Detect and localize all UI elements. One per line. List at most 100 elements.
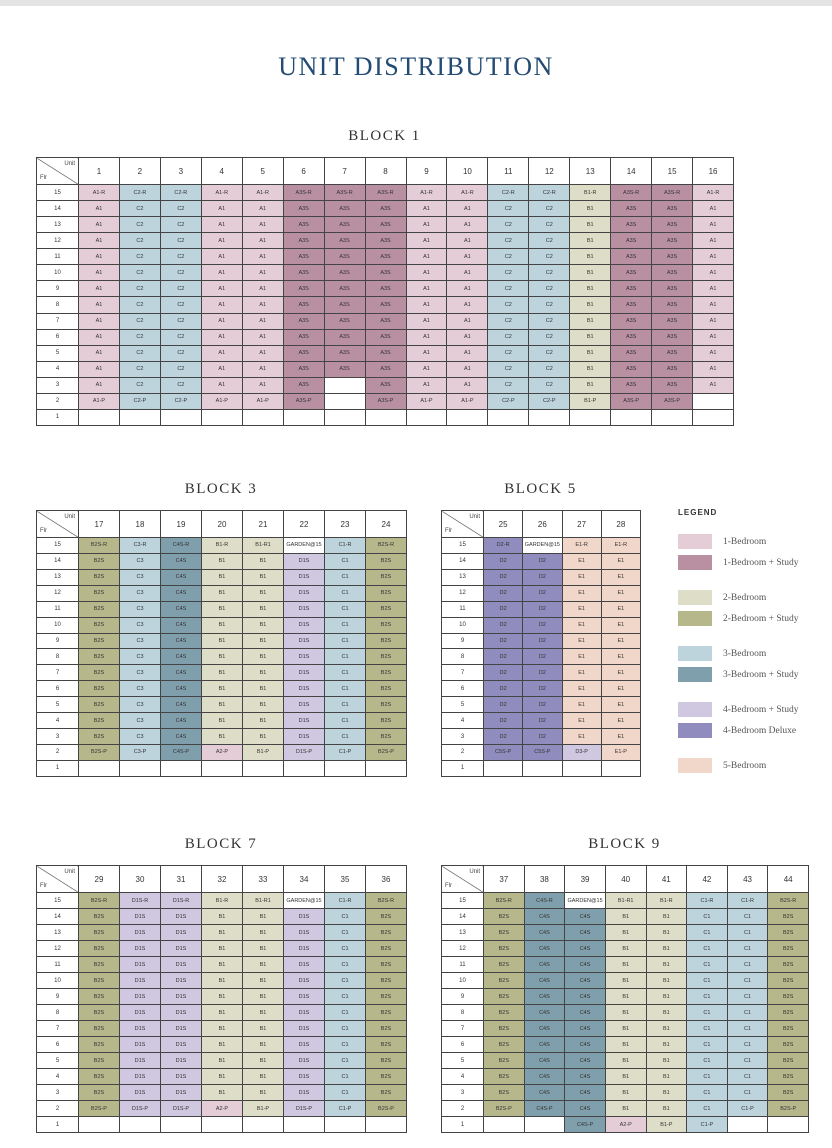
floor-row: 7 B2S D1S D1S B1 B1 D1S C1 B2S [36, 1020, 407, 1037]
unit-cell: B1-R [569, 183, 612, 202]
unit-cell [364, 408, 407, 426]
unit-cell: B1 [645, 924, 688, 941]
unit-cell: C2 [487, 296, 530, 314]
floor-row: 10 A1 C2 C2 A1 A1 A3S A3S A3S A1 A1 C2 C2 B1 A3S A3S A1 [36, 264, 734, 282]
legend-item: 2-Bedroom [678, 587, 828, 608]
floor-row: 12 B2S C4S C4S B1 B1 C1 C1 B2S [441, 940, 809, 957]
unit-cell: A1 [200, 216, 243, 234]
unit-cell: D2 [482, 728, 524, 745]
unit-cell: B2S [78, 584, 120, 602]
floor-number: 2 [36, 392, 79, 410]
unit-cell: D1S [283, 956, 325, 973]
legend-item: 3-Bedroom [678, 643, 828, 664]
floor-row: 9 B2S D1S D1S B1 B1 D1S C1 B2S [36, 988, 407, 1005]
floor-number: 4 [36, 360, 79, 378]
unit-cell: D1S-P [283, 743, 325, 761]
unit-cell: D1S [119, 908, 161, 925]
floor-row: 8 D2 D2 E1 E1 [441, 648, 642, 666]
unit-cell: B2S [365, 1020, 407, 1037]
unit-cell: C1 [726, 1084, 769, 1101]
unit-cell: A3S [651, 200, 694, 218]
unit-cell: B1 [201, 972, 243, 989]
unit-cell: A1 [405, 216, 448, 234]
legend-item: 2-Bedroom + Study [678, 608, 828, 629]
header-row: Unit Flr 29 30 31 32 33 34 35 36 [36, 865, 407, 893]
unit-cell: C3 [119, 568, 161, 586]
unit-cell: C1 [324, 940, 366, 957]
floor-number: 3 [36, 1084, 79, 1101]
unit-cell: A3S [364, 296, 407, 314]
unit-cell [282, 408, 325, 426]
unit-cell: D1S [160, 1052, 202, 1069]
floor-number: 14 [36, 552, 79, 570]
unit-table: Unit Flr 17 18 19 20 21 22 23 24 15 B2S-R C3-R C4S-R B… [36, 510, 407, 777]
unit-cell: B1 [201, 648, 243, 666]
unit-cell: C3 [119, 664, 161, 682]
unit-cell: B1 [569, 376, 612, 394]
unit-cell: C1 [324, 552, 366, 570]
unit-cell: B1 [645, 940, 688, 957]
floor-number: 3 [36, 376, 79, 394]
unit-cell: B1 [604, 1084, 647, 1101]
unit-cell: D1S [283, 584, 325, 602]
unit-cell: C4S [523, 1036, 566, 1053]
unit-cell: E1 [600, 712, 642, 730]
floor-number: 15 [441, 892, 484, 909]
unit-cell: A1 [405, 200, 448, 218]
unit-cell: C4S [564, 908, 606, 925]
unit-cell: A3S-R [364, 183, 407, 202]
unit-cell: C1 [686, 924, 728, 941]
unit-cell: B1-R1 [604, 892, 647, 909]
unit-cell: B2S [78, 664, 120, 682]
unit-cell: B2S [365, 988, 407, 1005]
floor-row: 7 B2S C3 C4S B1 B1 D1S C1 B2S [36, 664, 407, 682]
unit-cell: D2 [482, 616, 524, 634]
unit-cell: C4S [564, 1020, 606, 1037]
unit-cell: D2 [522, 648, 563, 666]
legend-label: 2-Bedroom + Study [723, 613, 799, 624]
unit-cell: A3S [282, 280, 325, 298]
unit-cell: A1 [692, 264, 734, 282]
floor-row: 8 B2S C3 C4S B1 B1 D1S C1 B2S [36, 648, 407, 666]
unit-cell: D1S [160, 956, 202, 973]
unit-cell [365, 759, 407, 777]
unit-cell: C2 [487, 248, 530, 266]
unit-cell: B2S [78, 712, 120, 730]
unit-cell: B1 [201, 632, 243, 650]
unit-cell: B2S [78, 728, 120, 745]
unit-cell: A3S [651, 248, 694, 266]
unit-cell: A3S [610, 232, 653, 250]
unit-cell: C2 [487, 232, 530, 250]
unit-cell: D1S-P [119, 1100, 161, 1117]
unit-cell: E1 [561, 584, 602, 602]
unit-cell [446, 408, 489, 426]
unit-cell [323, 408, 366, 426]
unit-cell: C3 [119, 648, 161, 666]
floor-row: 6 B2S C4S C4S B1 B1 C1 C1 B2S [441, 1036, 809, 1053]
unit-cell: D2 [522, 680, 563, 698]
unit-cell: C2 [159, 280, 202, 298]
unit-cell: B1 [201, 940, 243, 957]
unit-cell: C4S [564, 940, 606, 957]
unit-cell: A3S [610, 216, 653, 234]
floor-row: 12 D2 D2 E1 E1 [441, 584, 642, 602]
unit-cell: B1 [645, 1052, 688, 1069]
unit-cell: D1S [283, 1020, 325, 1037]
unit-cell: C3 [119, 600, 161, 618]
unit-cell: B1-P [242, 743, 284, 761]
unit-cell: C2 [118, 328, 161, 346]
floor-row: 7 B2S C4S C4S B1 B1 C1 C1 B2S [441, 1020, 809, 1037]
unit-cell: B2S [365, 648, 407, 666]
unit-cell: E1 [561, 616, 602, 634]
floor-number: 2 [441, 743, 484, 761]
unit-cell: A3S [651, 232, 694, 250]
unit-cell: C4S [160, 616, 202, 634]
floor-row: 15 B2S-R D1S-R D1S-R B1-R B1-R1 GARDEN@15 C1-R B… [36, 892, 407, 909]
unit-cell: A1 [241, 248, 284, 266]
legend-item: 4-Bedroom Deluxe [678, 720, 828, 741]
unit-number: 6 [282, 157, 325, 185]
unit-cell: C2-R [159, 183, 202, 202]
block-title: BLOCK 5 [504, 481, 577, 497]
unit-cell: D1S [119, 1020, 161, 1037]
unit-cell: A1 [241, 360, 284, 378]
